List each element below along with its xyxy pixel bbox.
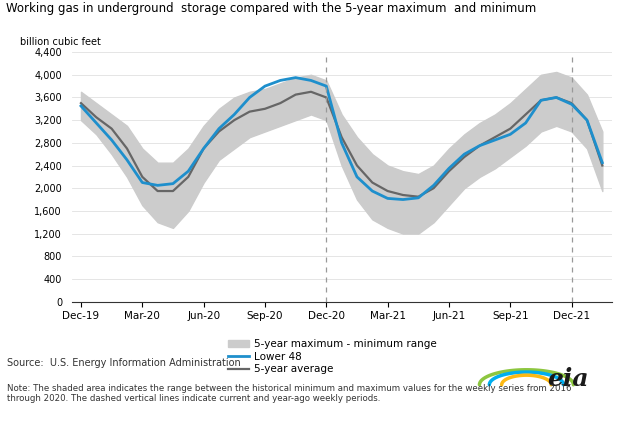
Legend: 5-year maximum - minimum range, Lower 48, 5-year average: 5-year maximum - minimum range, Lower 48…	[228, 339, 437, 375]
Text: Note: The shaded area indicates the range between the historical minimum and max: Note: The shaded area indicates the rang…	[7, 384, 572, 404]
Text: eia: eia	[547, 367, 588, 391]
Text: Source:  U.S. Energy Information Administration: Source: U.S. Energy Information Administ…	[7, 358, 241, 368]
Text: Working gas in underground  storage compared with the 5-year maximum  and minimu: Working gas in underground storage compa…	[6, 2, 537, 15]
Text: billion cubic feet: billion cubic feet	[21, 37, 101, 47]
